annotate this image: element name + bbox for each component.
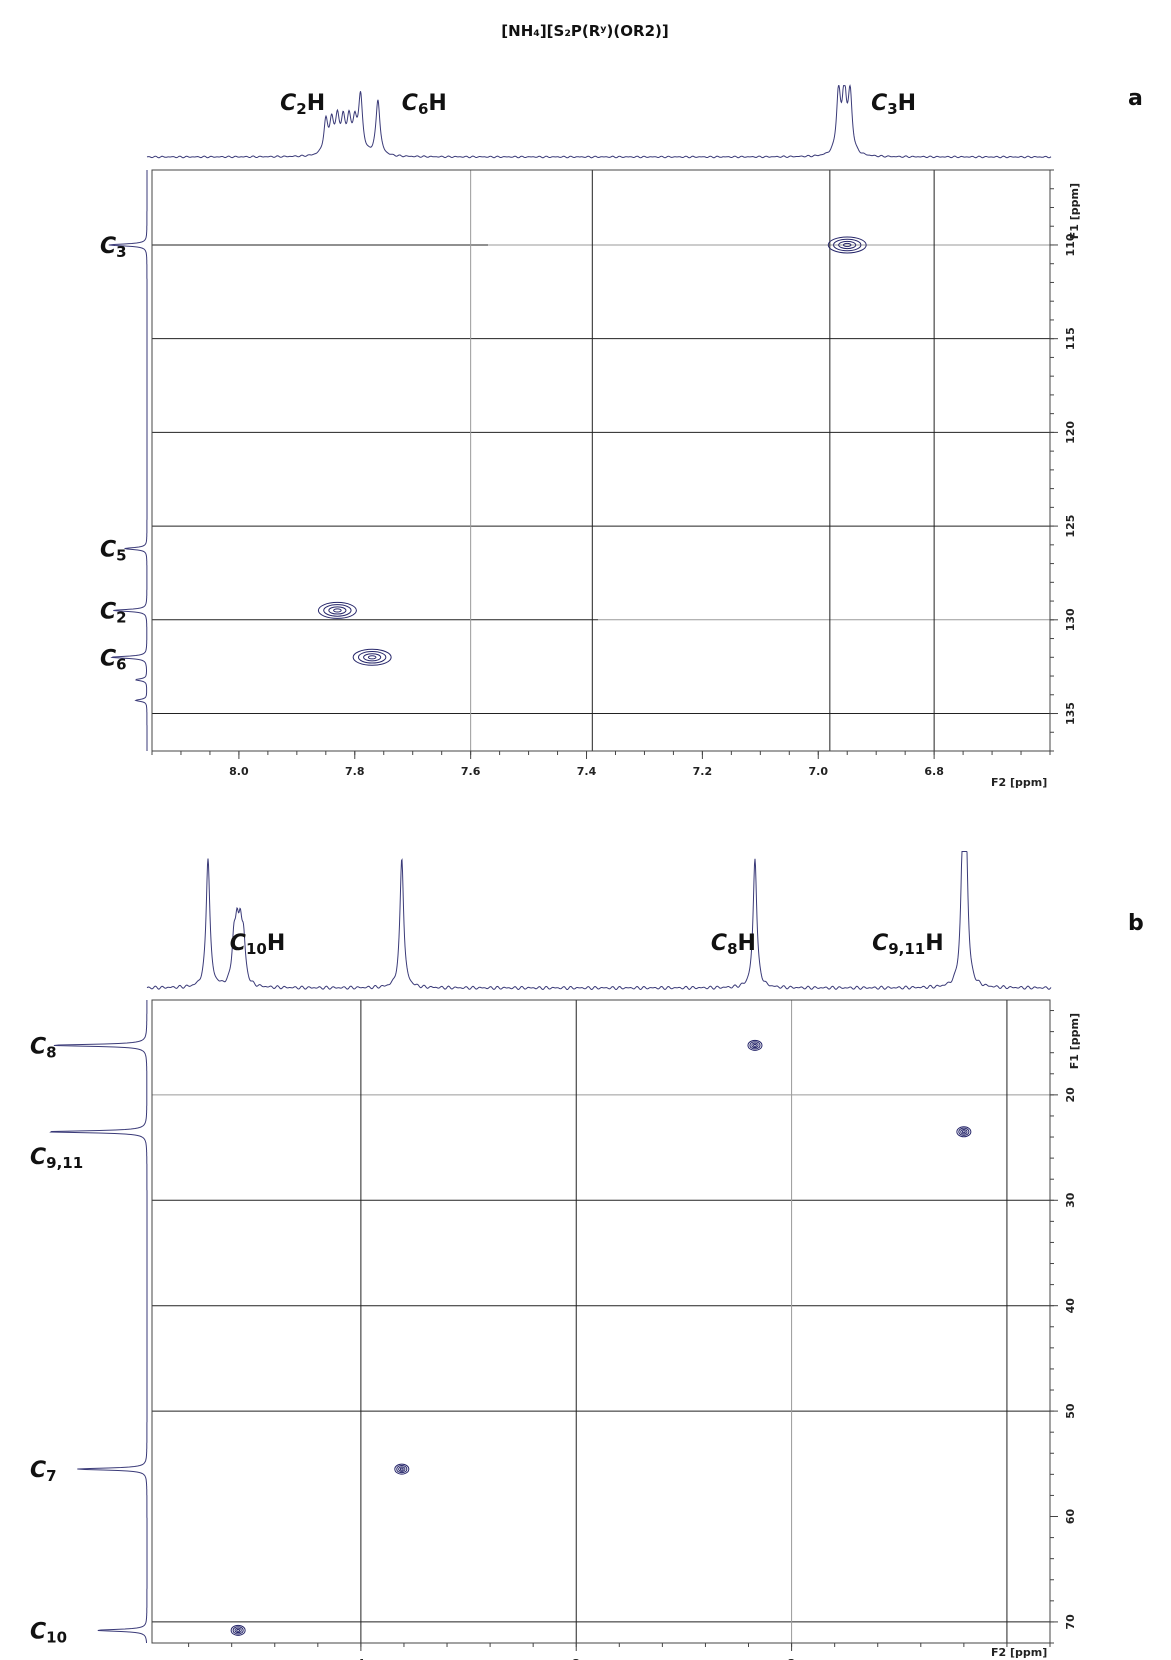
y-tick-label: 60 — [1064, 1509, 1077, 1525]
panel-b-cross-peaks — [230, 1039, 972, 1636]
f1-peak-label: C7 — [30, 1458, 57, 1485]
y-tick-label: 115 — [1064, 327, 1077, 350]
panel-a-f2-projection — [146, 84, 1052, 159]
x-tick-label: 6.8 — [924, 765, 944, 778]
y-tick-label: 50 — [1064, 1403, 1077, 1419]
panel-b-f2-projection — [146, 851, 1052, 991]
x-tick-label: 7.6 — [461, 765, 481, 778]
f1-peak-label: C3 — [100, 234, 127, 261]
y-tick-label: 70 — [1064, 1614, 1077, 1630]
panel-a-f1-projection — [108, 170, 148, 751]
panel-letter-b: b — [1128, 911, 1144, 936]
x-tick-label: 7.4 — [577, 765, 597, 778]
f1-peak-label: C5 — [100, 538, 127, 565]
cross-peak — [317, 601, 357, 619]
panel-a-plot-frame — [151, 169, 1051, 752]
cross-peak — [394, 1463, 410, 1475]
y-tick-label: 110 — [1064, 233, 1077, 256]
f2-peak-label: C9,11H — [872, 931, 944, 958]
f1-peak-label: C2 — [100, 599, 127, 626]
f1-spectrum-trace — [108, 170, 148, 751]
x-tick-label: 3 — [572, 1657, 580, 1660]
f2-peak-label: C2H — [280, 91, 325, 118]
cross-peak — [747, 1039, 763, 1051]
panel-a-gridlines — [152, 170, 1050, 751]
y-tick-label: 120 — [1064, 421, 1077, 444]
f1-peak-label: C10 — [30, 1619, 67, 1646]
panel-a-y-axis-label: F1 [ppm] — [1068, 183, 1081, 239]
y-tick-label: 30 — [1064, 1192, 1077, 1208]
f2-peak-label: C8H — [711, 931, 756, 958]
panel-b-plot-frame — [151, 999, 1051, 1644]
y-tick-label: 135 — [1064, 702, 1077, 725]
cross-peak — [352, 648, 392, 666]
f2-spectrum-trace — [146, 851, 1052, 991]
panel-a-axes: 8.0 7.8 7.6 7.4 7.2 7.0 6.8 110 115 120 125 130 135 — [151, 169, 1077, 778]
f2-peak-label: C10H — [230, 931, 285, 958]
y-tick-label: 130 — [1064, 608, 1077, 631]
x-tick-label: 8.0 — [229, 765, 249, 778]
panel-b-y-axis-label: F1 [ppm] — [1068, 1013, 1081, 1069]
f1-peak-label: C6 — [100, 646, 127, 673]
x-tick-label: 7.8 — [345, 765, 365, 778]
panel-a-peak-labels: C2H C6H C3H C3 C5 C2 C6 — [100, 91, 916, 673]
cross-peak — [956, 1126, 972, 1138]
panel-b-axes: 4 3 2 20 30 40 50 60 70 — [188, 1010, 1077, 1660]
f1-peak-label: C9,11 — [30, 1145, 83, 1172]
f1-spectrum-trace — [49, 1000, 148, 1643]
panel-b-f1-projection — [49, 1000, 148, 1643]
y-tick-label: 20 — [1064, 1087, 1077, 1103]
panel-b: b C10H C8H C9,11H C8 C9,11 C7 C10 4 3 2 20 30 40 50 6… — [30, 851, 1144, 1660]
f2-peak-label: C3H — [871, 91, 916, 118]
panel-letter-a: a — [1128, 86, 1143, 111]
x-tick-label: 7.2 — [693, 765, 713, 778]
panel-a: a C2H C6H C3H C3 C5 C2 C6 8.0 7.8 7.6 7.4 7.2 7.0 6.… — [100, 84, 1143, 789]
x-tick-label: 4 — [357, 1657, 365, 1660]
panel-b-x-axis-label: F2 [ppm] — [991, 1646, 1047, 1659]
cross-peak — [827, 236, 867, 254]
y-tick-label: 40 — [1064, 1298, 1077, 1314]
panel-b-peak-labels: C10H C8H C9,11H C8 C9,11 C7 C10 — [30, 931, 944, 1646]
f2-peak-label: C6H — [402, 91, 447, 118]
x-tick-label: 7.0 — [809, 765, 829, 778]
figure-title: [NH₄][S₂P(Rʸ)(OR2)] — [501, 22, 668, 40]
y-tick-label: 125 — [1064, 515, 1077, 538]
x-tick-label: 2 — [788, 1657, 796, 1660]
f1-peak-label: C8 — [30, 1034, 57, 1061]
panel-a-cross-peaks — [317, 236, 867, 666]
panel-b-gridlines — [152, 1000, 1050, 1643]
f2-spectrum-trace — [146, 84, 1052, 159]
panel-a-x-axis-label: F2 [ppm] — [991, 776, 1047, 789]
cross-peak — [230, 1624, 246, 1636]
